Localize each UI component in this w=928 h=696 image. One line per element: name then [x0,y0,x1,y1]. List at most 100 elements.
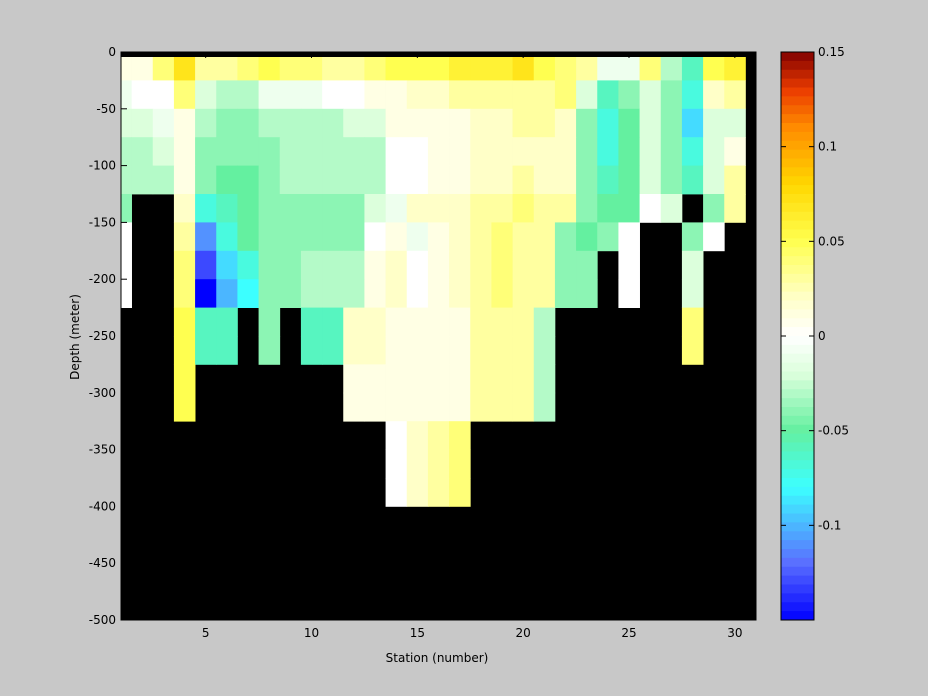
heatmap-cell [512,80,535,110]
heatmap-cell [449,222,471,252]
heatmap-cell [449,137,471,166]
colorbar-step [781,87,814,97]
heatmap-cell [343,392,365,422]
heatmap-cell [703,194,725,223]
heatmap-cell [279,165,302,195]
heatmap-cell [597,108,619,138]
heatmap-cell [364,80,386,110]
heatmap-cell [364,222,386,252]
colorbar-step [781,247,814,257]
y-tick-label: -450 [89,556,116,570]
heatmap-cell [512,307,535,337]
heatmap-cell [131,137,154,166]
heatmap-cell [237,194,259,223]
heatmap-cell [470,194,492,223]
heatmap-cell [121,52,132,81]
heatmap-cell [449,392,471,422]
heatmap-cell [449,52,471,81]
x-tick-label: 20 [516,626,531,640]
heatmap-cell [258,279,281,308]
heatmap-cell [385,449,408,479]
heatmap-cell [449,194,471,223]
heatmap-cell [427,250,450,280]
heatmap-cell [491,80,513,110]
colorbar-step [781,557,814,568]
heatmap-cell [322,279,344,308]
heatmap-cell [195,307,217,337]
heatmap-cell [470,80,492,110]
heatmap-plot [121,52,756,620]
heatmap-cell [406,392,429,422]
heatmap-cell [639,52,662,81]
heatmap-cell [300,194,323,223]
heatmap-cell [449,279,471,308]
heatmap-cell [121,165,132,195]
colorbar-step [781,256,814,266]
heatmap-cell [385,80,408,110]
heatmap-cell [195,194,217,223]
heatmap-cell [597,194,619,223]
heatmap-cell [491,279,513,308]
heatmap-cell [533,165,556,195]
heatmap-cell [491,52,513,81]
heatmap-cell [512,194,535,223]
heatmap-cell [121,222,132,252]
colorbar-step [781,566,814,577]
heatmap-cell [216,80,238,110]
heatmap-cell [427,336,450,365]
colorbar-step [781,469,814,479]
colorbar-step [781,513,814,523]
heatmap-cell [385,137,408,166]
heatmap-cell [681,279,704,308]
heatmap-cell [554,194,577,223]
heatmap-cell [406,137,429,166]
heatmap-cell [343,364,365,394]
colorbar-step [781,398,814,408]
heatmap-cell [300,250,323,280]
colorbar-tick-label: -0.05 [818,424,849,438]
heatmap-cell [427,392,450,422]
heatmap-cell [576,279,598,308]
colorbar-step [781,549,814,559]
heatmap-cell [681,80,704,110]
heatmap-cell [258,194,281,223]
heatmap-cell [152,108,175,138]
colorbar-step [781,504,814,514]
heatmap-cell [491,137,513,166]
heatmap-cell [258,222,281,252]
heatmap-cell [258,108,281,138]
heatmap-cell [173,222,196,252]
heatmap-cell [491,250,513,280]
y-tick-label: 0 [108,45,116,59]
heatmap-cell [300,108,323,138]
colorbar-step [781,371,814,381]
x-tick-label: 30 [727,626,742,640]
colorbar-step [781,149,814,159]
heatmap-cell [470,307,492,337]
heatmap-cell [449,307,471,337]
colorbar-step [781,194,814,204]
heatmap-cell [512,250,535,280]
heatmap-cell [237,137,259,166]
colorbar-step [781,540,814,550]
colorbar-tick-label: 0.15 [818,45,845,59]
x-tick-label: 5 [202,626,210,640]
colorbar-step [781,451,814,461]
y-tick-label: -200 [89,272,116,286]
heatmap-cell [216,108,238,138]
heatmap-cell [279,108,302,138]
heatmap-cell [237,279,259,308]
heatmap-cell [639,165,662,195]
heatmap-cell [533,222,556,252]
heatmap-cell [406,307,429,337]
heatmap-cell [385,478,408,507]
heatmap-cell [681,307,704,337]
heatmap-cell [343,336,365,365]
heatmap-cell [554,222,577,252]
heatmap-cell [343,307,365,337]
heatmap-cell [216,279,238,308]
heatmap-cell [533,80,556,110]
heatmap-cell [406,108,429,138]
heatmap-cell [406,250,429,280]
heatmap-cell [300,52,323,81]
